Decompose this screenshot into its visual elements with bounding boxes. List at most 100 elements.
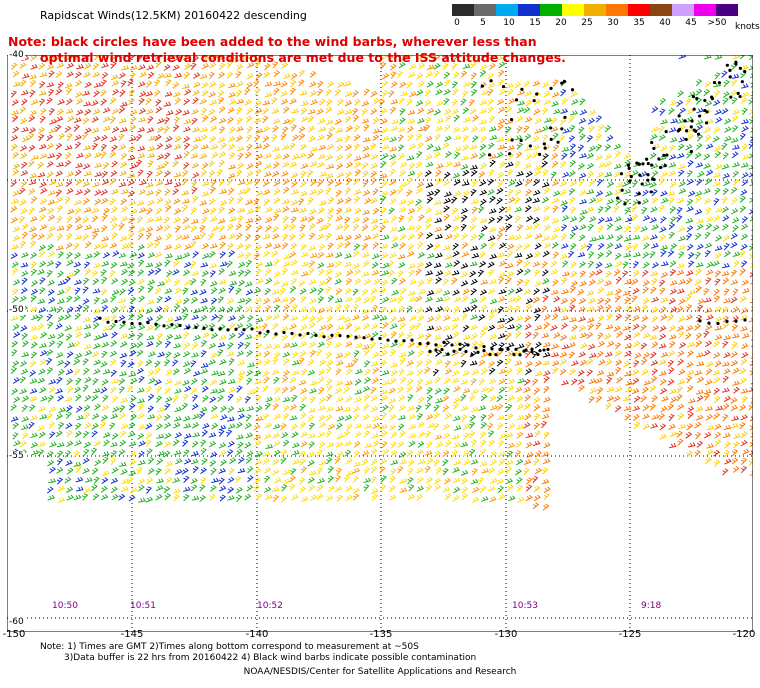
wind-barb [748, 171, 753, 178]
wind-barb [451, 108, 460, 115]
wind-barb [372, 128, 381, 134]
wind-barb [66, 430, 73, 438]
wind-barb [461, 233, 468, 241]
wind-barb [56, 62, 65, 69]
wind-barb [202, 208, 210, 215]
wind-barb [289, 296, 296, 304]
wind-barb [255, 394, 262, 403]
wind-barb [190, 377, 198, 385]
wind-barb [595, 377, 603, 384]
wind-barb [21, 404, 28, 413]
wind-barb [182, 350, 191, 358]
wind-barb [265, 261, 273, 267]
wind-barb [299, 90, 308, 96]
wind-barb [498, 440, 505, 448]
wind-barb [237, 207, 246, 213]
wind-barb [354, 296, 362, 303]
wind-barb [723, 424, 732, 431]
wind-barb [588, 378, 597, 385]
wind-barb [363, 467, 370, 475]
wind-barb [597, 206, 604, 214]
wind-barb [551, 343, 559, 350]
wind-barb [110, 413, 119, 419]
wind-barb [397, 466, 404, 474]
wind-barb [83, 277, 90, 285]
wind-barb [201, 429, 209, 437]
wind-barb [613, 143, 622, 150]
wind-barb [345, 161, 354, 169]
wind-barb [56, 376, 63, 385]
wind-barb [146, 190, 154, 196]
wind-barb [300, 243, 308, 251]
wind-barb [31, 280, 39, 287]
wind-barb [524, 178, 532, 187]
wind-barb [550, 171, 557, 179]
wind-barb [66, 233, 73, 241]
quality-flag-dot [692, 107, 696, 111]
wind-barb [227, 476, 235, 484]
wind-barb [327, 214, 334, 222]
wind-barb [12, 190, 20, 197]
wind-barb [434, 484, 442, 491]
wind-barb [596, 171, 605, 178]
wind-barb [210, 388, 219, 394]
wind-barb [658, 359, 667, 365]
wind-barb [399, 322, 407, 330]
wind-barb [694, 370, 703, 376]
wind-barb [253, 434, 262, 440]
wind-barb [525, 360, 533, 368]
map-title: Rapidscat Winds(12.5KM) 20160422 descend… [40, 9, 307, 22]
wind-barb [155, 188, 162, 197]
wind-barb [182, 379, 190, 386]
wind-barb [66, 71, 74, 78]
wind-barb [380, 412, 387, 420]
wind-barb [515, 287, 523, 294]
wind-barb [388, 269, 395, 278]
wind-barb [364, 377, 371, 384]
wind-barb [345, 494, 353, 501]
wind-barb [182, 109, 190, 116]
wind-barb [606, 242, 614, 250]
quality-flag-dot [322, 335, 326, 339]
wind-barb [58, 422, 65, 430]
wind-barb [488, 269, 495, 277]
wind-barb [714, 89, 721, 98]
wind-barb [515, 295, 522, 303]
wind-barb [335, 224, 344, 231]
wind-barb [507, 188, 514, 197]
wind-barb [462, 190, 470, 197]
wind-barb [533, 494, 541, 502]
wind-barb [361, 458, 369, 466]
wind-barb [733, 260, 740, 268]
wind-barb [317, 341, 325, 348]
wind-barb [389, 413, 397, 421]
wind-barb [460, 164, 469, 170]
wind-barb [282, 396, 291, 403]
wind-barb [307, 369, 316, 376]
wind-barb [128, 231, 135, 240]
wind-barb [344, 206, 353, 213]
wind-barb [317, 134, 325, 141]
wind-barb [659, 279, 666, 287]
wind-barb [253, 252, 261, 260]
quality-flag-dot [743, 69, 747, 74]
wind-barb [181, 178, 188, 186]
wind-barb [517, 496, 525, 503]
wind-barb [253, 197, 260, 206]
wind-barb [400, 91, 409, 97]
quality-flag-dot [740, 80, 744, 84]
wind-barb [661, 396, 669, 402]
quality-flag-dot [226, 328, 230, 332]
wind-barb [470, 234, 478, 241]
wind-barb [659, 433, 667, 440]
wind-barb [542, 134, 549, 142]
wind-barb [478, 405, 487, 411]
wind-barb [524, 197, 533, 204]
wind-barb [136, 134, 143, 142]
wind-barb [254, 351, 263, 358]
wind-barb [300, 332, 308, 340]
wind-barb [271, 289, 280, 295]
wind-barb [740, 431, 748, 439]
wind-barb [11, 110, 20, 116]
wind-barb [183, 98, 191, 106]
